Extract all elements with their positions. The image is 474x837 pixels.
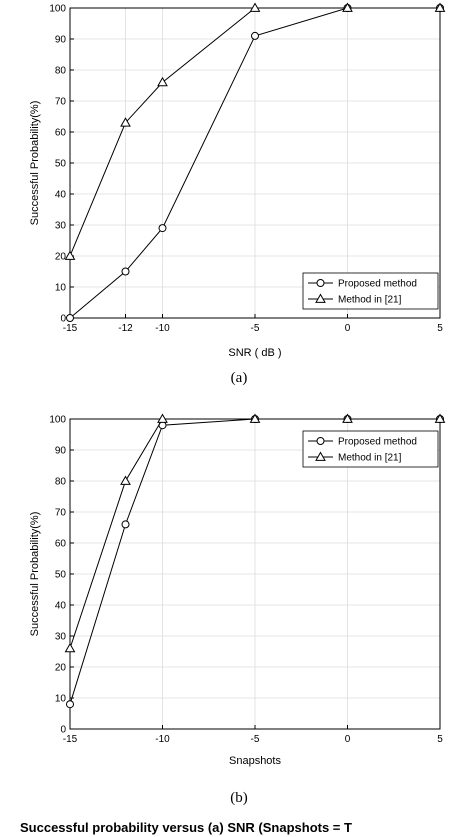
data-point-triangle	[249, 2, 261, 12]
legend: Proposed method Method in [21]	[302, 430, 439, 468]
data-point-triangle	[120, 475, 131, 485]
y-tick-label: 10	[55, 694, 67, 705]
x-tick-label: -15	[63, 323, 78, 334]
series-line-2	[69, 418, 440, 649]
data-point-triangle	[249, 413, 261, 423]
legend-box	[302, 272, 439, 310]
legend-entry: Proposed method	[338, 279, 417, 290]
legend-entry: Method in [21]	[338, 453, 402, 464]
legend-entry: Method in [21]	[338, 295, 402, 306]
data-point-triangle	[342, 2, 353, 12]
y-tick-label: 30	[55, 632, 67, 643]
legend-box	[302, 430, 439, 468]
x-tick-label: -15	[63, 734, 78, 745]
data-point-triangle	[157, 76, 168, 87]
data-point-circle	[158, 224, 167, 233]
chart-a: 0 10 20 30 40 50 60 70 80 90 100 -15 -12 -10 -5 0 5 SNR (…	[29, 2, 446, 386]
x-tick-label: -10	[155, 323, 170, 334]
y-tick-label: 10	[55, 283, 67, 294]
x-tick-label: -10	[155, 734, 170, 745]
data-point-circle	[121, 520, 130, 529]
legend: Proposed method Method in [21]	[302, 272, 439, 310]
y-tick-label: 70	[55, 508, 67, 519]
y-tick-label: 100	[49, 415, 66, 426]
y-tick-label: 40	[55, 601, 67, 612]
data-point-circle	[66, 314, 74, 322]
y-tick-label: 20	[55, 663, 67, 674]
x-tick-label: 0	[345, 734, 351, 745]
legend-marker-triangle	[315, 451, 326, 461]
data-point-circle	[251, 31, 259, 40]
legend-marker-circle	[316, 437, 325, 445]
data-point-triangle	[434, 413, 446, 423]
y-tick-label: 70	[55, 97, 67, 108]
y-tick-label: 90	[55, 35, 67, 46]
x-tick-label: 5	[437, 734, 443, 745]
subfigure-label: (b)	[230, 790, 248, 806]
x-axis-label: SNR ( dB )	[228, 347, 281, 359]
chart-b: 0 10 20 30 40 50 60 70 80 90 100 -15 -10 -5 0 5 Snapshot…	[29, 413, 446, 806]
data-point-triangle	[64, 250, 76, 260]
caption: Successful probability versus (a) SNR (S…	[20, 820, 352, 835]
x-tick-label: 0	[345, 323, 351, 334]
data-point-triangle	[120, 117, 131, 127]
y-tick-label: 100	[49, 4, 66, 15]
y-tick-label: 40	[55, 190, 67, 201]
y-tick-label: 0	[60, 314, 66, 325]
y-tick-label: 50	[55, 570, 67, 581]
data-point-triangle	[342, 413, 353, 423]
x-tick-label: -12	[118, 323, 133, 334]
y-tick-label: 60	[55, 539, 67, 550]
x-tick-label: 5	[437, 323, 443, 334]
y-tick-label: 80	[55, 477, 67, 488]
x-tick-label: -5	[251, 734, 260, 745]
data-point-triangle	[434, 2, 446, 12]
x-tick-label: -5	[251, 323, 260, 334]
y-axis-label: Successful Probability(%)	[29, 512, 41, 637]
data-point-triangle	[64, 642, 76, 653]
y-tick-label: 50	[55, 159, 67, 170]
y-tick-label: 30	[55, 221, 67, 232]
y-tick-label: 20	[55, 252, 67, 263]
legend-entry: Proposed method	[338, 437, 417, 448]
y-tick-label: 60	[55, 128, 67, 139]
y-tick-label: 90	[55, 446, 67, 457]
y-tick-label: 0	[60, 725, 66, 736]
legend-marker-circle	[316, 279, 325, 287]
y-tick-label: 80	[55, 66, 67, 77]
x-axis-label: Snapshots	[229, 755, 281, 767]
data-point-circle	[121, 267, 130, 276]
legend-marker-triangle	[315, 293, 326, 303]
series-line-2	[69, 7, 440, 257]
subfigure-label: (a)	[231, 370, 248, 386]
data-point-circle	[66, 700, 74, 709]
data-point-triangle	[157, 413, 168, 423]
y-axis-label: Successful Probability(%)	[29, 101, 41, 226]
